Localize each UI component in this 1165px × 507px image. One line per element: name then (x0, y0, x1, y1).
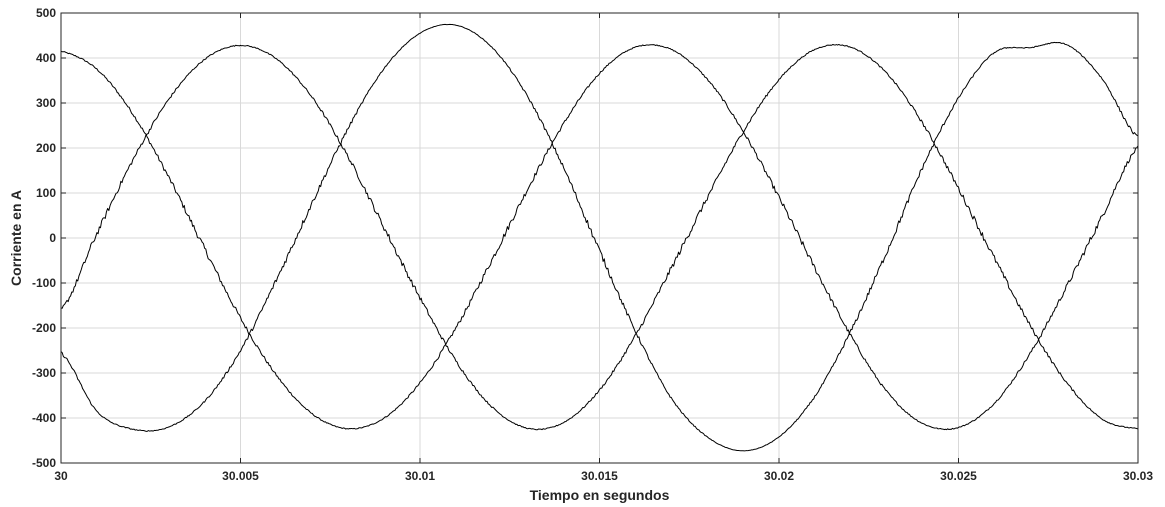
series-group (60, 23, 1139, 452)
series-line-3 (60, 23, 1139, 452)
y-tick-label: 200 (36, 141, 56, 155)
x-tick-labels: 30 30.005 30.01 30.015 30.02 30.025 30.03 (54, 469, 1153, 483)
x-tick-label: 30.015 (581, 469, 618, 483)
y-tick-label: 100 (36, 186, 56, 200)
axis-ticks (60, 12, 1139, 464)
x-tick-label: 30.005 (222, 469, 259, 483)
y-tick-label: 400 (36, 51, 56, 65)
grid-lines (60, 12, 1139, 464)
y-axis-title: Corriente en A (8, 190, 24, 286)
y-tick-label: -300 (32, 366, 56, 380)
y-tick-label: 500 (36, 6, 56, 20)
y-tick-label: -400 (32, 411, 56, 425)
y-tick-label: -500 (32, 456, 56, 470)
series-line-1 (60, 44, 1139, 431)
x-tick-label: 30.025 (940, 469, 977, 483)
x-tick-label: 30.02 (764, 469, 794, 483)
y-tick-label: 0 (49, 231, 56, 245)
y-tick-labels: 500 400 300 200 100 0 -100 -200 -300 -400 -500 (32, 6, 56, 470)
x-axis-title: Tiempo en segundos (530, 487, 670, 503)
y-tick-label: -200 (32, 321, 56, 335)
y-tick-label: 300 (36, 96, 56, 110)
y-tick-label: -100 (32, 276, 56, 290)
x-tick-label: 30.03 (1123, 469, 1153, 483)
series-line-2 (60, 43, 1139, 431)
x-tick-label: 30 (54, 469, 68, 483)
x-tick-label: 30.01 (405, 469, 435, 483)
